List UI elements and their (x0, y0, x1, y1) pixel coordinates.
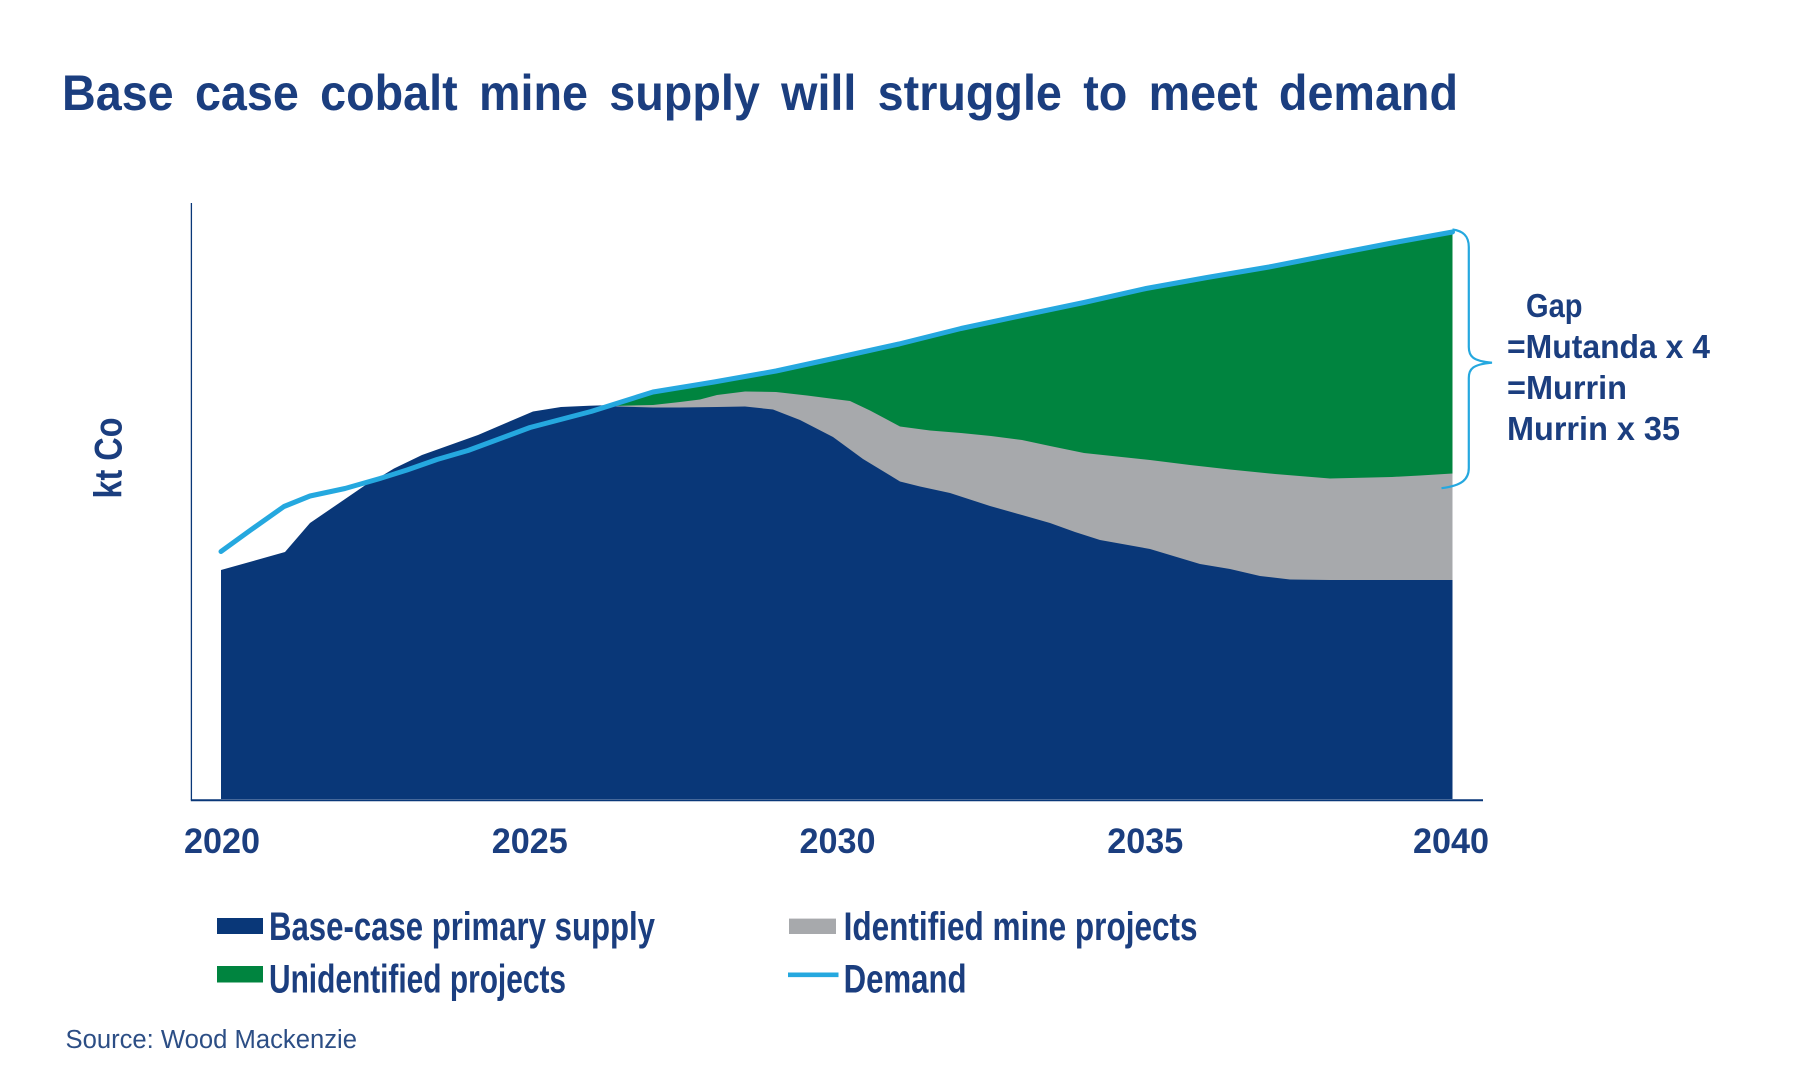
svg-text:Unidentified projects: Unidentified projects (269, 958, 566, 1002)
svg-text:Gap: Gap (1526, 288, 1583, 325)
svg-text:kt Co: kt Co (88, 418, 131, 499)
svg-text:Source: Wood Mackenzie: Source: Wood Mackenzie (66, 1026, 358, 1054)
svg-text:=Murrin: =Murrin (1507, 370, 1627, 407)
svg-text:2035: 2035 (1107, 822, 1183, 861)
svg-text:Demand: Demand (844, 958, 967, 1002)
svg-text:Base case cobalt mine supply w: Base case cobalt mine supply will strugg… (62, 64, 1458, 121)
svg-text:2030: 2030 (800, 822, 876, 861)
svg-text:=Mutanda x 4: =Mutanda x 4 (1507, 329, 1710, 366)
svg-text:Base-case primary supply: Base-case primary supply (269, 905, 655, 949)
svg-text:2040: 2040 (1413, 822, 1489, 861)
svg-text:Murrin x 35: Murrin x 35 (1507, 411, 1680, 448)
svg-text:2020: 2020 (184, 822, 260, 861)
svg-text:Identified mine projects: Identified mine projects (844, 905, 1198, 949)
svg-text:2025: 2025 (492, 822, 568, 861)
